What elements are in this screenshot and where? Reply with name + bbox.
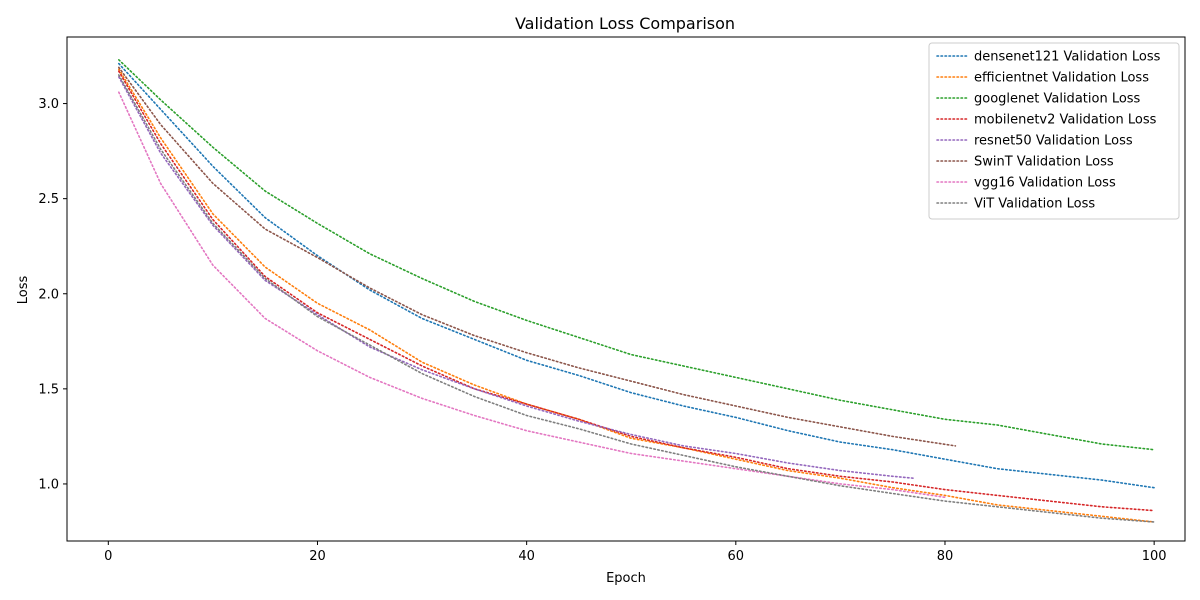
x-axis: 0 20 40 60 80 100 [104, 541, 1167, 564]
series-line-3 [118, 70, 1155, 512]
plot-area [118, 59, 1155, 523]
y-tick-label: 1.0 [38, 477, 59, 492]
legend-label: efficientnet Validation Loss [974, 71, 1149, 86]
legend-label: googlenet Validation Loss [974, 92, 1141, 107]
y-axis-label: Loss [16, 276, 31, 305]
x-tick-label: 60 [728, 549, 745, 564]
legend: densenet121 Validation Loss efficientnet … [928, 42, 1180, 220]
y-tick-label: 2.0 [38, 287, 59, 302]
series-line-0 [118, 62, 1155, 489]
series-line-2 [118, 59, 1155, 451]
x-tick-label: 80 [937, 549, 954, 564]
x-tick-label: 40 [518, 549, 535, 564]
series-line-1 [118, 68, 1155, 523]
legend-label: densenet121 Validation Loss [974, 50, 1161, 65]
y-axis: 1.0 1.5 2.0 2.5 3.0 [38, 97, 67, 492]
y-tick-label: 2.5 [38, 192, 59, 207]
x-axis-label: Epoch [606, 571, 646, 586]
legend-label: mobilenetv2 Validation Loss [974, 113, 1157, 128]
chart-title: Validation Loss Comparison [515, 14, 735, 33]
series-line-6 [118, 91, 946, 499]
x-tick-label: 100 [1142, 549, 1167, 564]
legend-label: ViT Validation Loss [974, 197, 1095, 212]
y-tick-label: 3.0 [38, 97, 59, 112]
legend-box [928, 42, 1180, 220]
series-line-7 [118, 74, 1155, 523]
series-line-4 [118, 76, 915, 479]
x-tick-label: 20 [309, 549, 326, 564]
axes-frame [66, 36, 1186, 542]
x-tick-label: 0 [104, 549, 112, 564]
series-line-5 [118, 66, 957, 447]
legend-label: SwinT Validation Loss [974, 155, 1114, 170]
y-tick-label: 1.5 [38, 382, 59, 397]
legend-label: resnet50 Validation Loss [974, 134, 1133, 149]
legend-label: vgg16 Validation Loss [974, 176, 1116, 191]
